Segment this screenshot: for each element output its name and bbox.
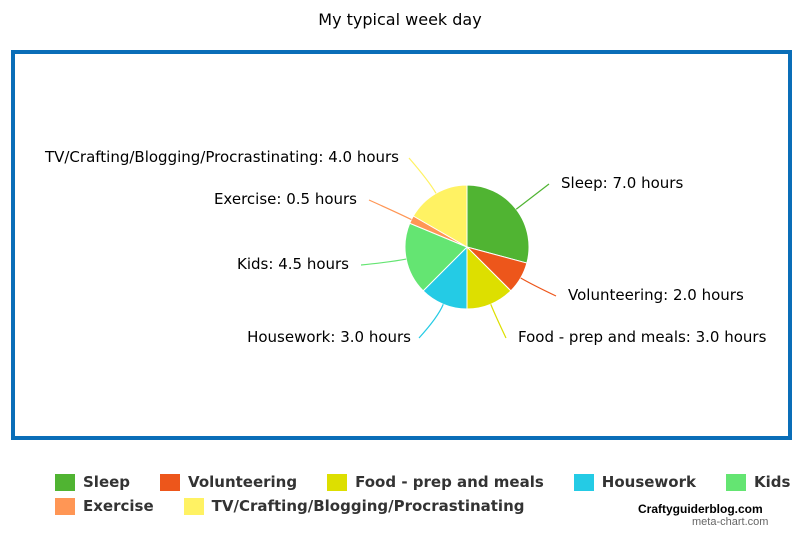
legend-label: TV/Crafting/Blogging/Procrastinating	[211, 497, 525, 515]
chart-title: My typical week day	[318, 10, 482, 29]
legend-label: Food - prep and meals	[355, 473, 544, 491]
legend-item-housework[interactable]: Housework	[573, 473, 696, 491]
legend-item-exercise[interactable]: Exercise	[55, 497, 154, 515]
data-label: Sleep: 7.0 hours	[561, 174, 683, 192]
legend-row-2: Exercise TV/Crafting/Blogging/Procrastina…	[55, 494, 795, 518]
data-label: Volunteering: 2.0 hours	[568, 286, 744, 304]
data-label: Food - prep and meals: 3.0 hours	[518, 328, 767, 346]
data-label: Housework: 3.0 hours	[247, 328, 411, 346]
legend-swatch	[725, 473, 746, 491]
legend-label: Kids	[753, 473, 791, 491]
plot-area-frame: Sleep: 7.0 hours Volunteering: 2.0 hours F…	[11, 50, 792, 440]
connector-line	[408, 157, 437, 194]
data-label: Exercise: 0.5 hours	[214, 190, 357, 208]
data-label: TV/Crafting/Blogging/Procrastinating: 4.…	[44, 148, 399, 166]
legend-label: Volunteering	[188, 473, 298, 491]
generator-credit[interactable]: meta-chart.com	[692, 516, 769, 528]
connector-line	[515, 183, 550, 210]
connector-line	[360, 258, 407, 266]
legend-swatch	[55, 473, 75, 491]
pie-slice-sleep[interactable]	[466, 184, 530, 264]
connector-line	[368, 199, 412, 221]
legend-item-sleep[interactable]: Sleep	[55, 473, 130, 491]
legend: Sleep Volunteering Food - prep and meals Ho…	[55, 470, 795, 518]
legend-item-kids[interactable]: Kids	[725, 473, 791, 491]
legend-row-1: Sleep Volunteering Food - prep and meals Ho…	[55, 470, 795, 494]
legend-swatch	[183, 497, 204, 515]
site-credit: Craftyguiderblog.com	[638, 502, 763, 516]
legend-swatch	[160, 473, 181, 491]
connector-line	[490, 304, 507, 339]
legend-label: Sleep	[83, 473, 131, 491]
legend-item-tv-crafting-blogging-procrastinating[interactable]: TV/Crafting/Blogging/Procrastinating	[183, 497, 525, 515]
legend-item-volunteering[interactable]: Volunteering	[160, 473, 297, 491]
legend-swatch	[327, 473, 348, 491]
legend-label: Housework	[601, 473, 696, 491]
legend-label: Exercise	[83, 497, 154, 515]
legend-item-food-prep-and-meals[interactable]: Food - prep and meals	[327, 473, 544, 491]
data-label: Kids: 4.5 hours	[237, 255, 349, 273]
pie-chart: Sleep: 7.0 hours Volunteering: 2.0 hours F…	[44, 148, 767, 346]
connector-line	[418, 304, 444, 339]
legend-swatch	[55, 497, 75, 515]
legend-swatch	[573, 473, 594, 491]
connector-line	[520, 277, 557, 297]
